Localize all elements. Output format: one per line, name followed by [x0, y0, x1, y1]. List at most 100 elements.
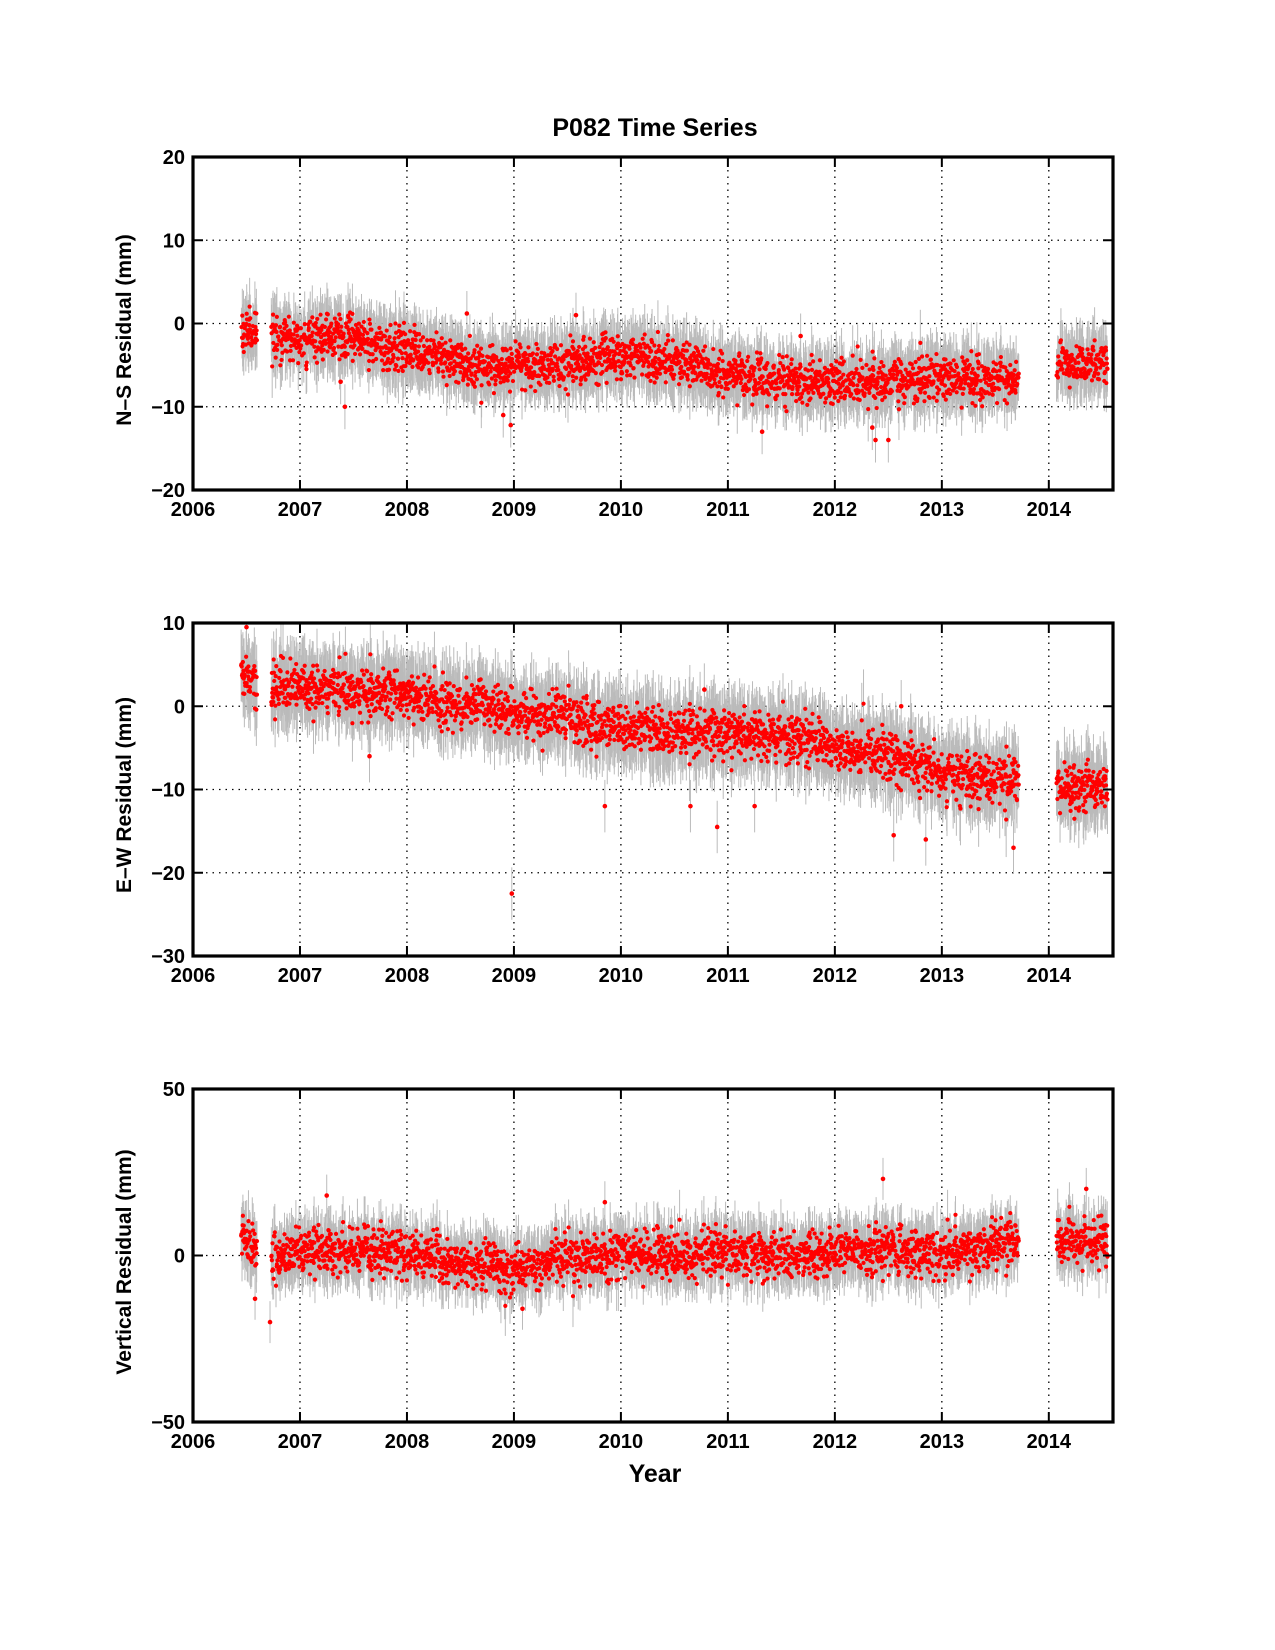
ns-data-point [346, 327, 351, 332]
ns-data-point [665, 333, 670, 338]
ns-data-point [327, 330, 332, 335]
ns-data-point [254, 338, 260, 343]
ns-data-point [336, 344, 341, 349]
ns-data-point [359, 324, 364, 329]
ns-data-point [765, 404, 770, 409]
ns-data-point [1104, 361, 1110, 366]
ns-data-point [738, 380, 743, 386]
ns-residual-panel: 2006 2007 2008 2009 2010 2011 2012 2013 2014 −20 −… [151, 147, 1115, 521]
ns-data-point [412, 347, 417, 352]
ns-data-point [399, 351, 405, 356]
ns-data-point [855, 383, 860, 388]
ns-data-point [1081, 355, 1086, 360]
ns-data-point [403, 332, 408, 337]
ns-data-point [771, 363, 776, 368]
ns-data-point [954, 364, 960, 370]
ns-data-point [985, 366, 991, 372]
ns-data-point [809, 352, 814, 358]
ns-data-point [348, 317, 353, 322]
ns-data-point [775, 393, 780, 398]
ns-data-point [248, 316, 253, 321]
ns-data-point [717, 356, 722, 361]
ns-data-point [403, 363, 408, 369]
ns-data-point [578, 382, 583, 387]
ns-data-point [1003, 365, 1008, 370]
ns-data-point [422, 353, 427, 358]
ns-data-point [377, 325, 382, 331]
ns-data-point [1059, 361, 1064, 366]
ns-data-point [302, 322, 307, 327]
ns-data-point [936, 387, 942, 392]
ns-data-point [452, 369, 458, 374]
ns-data-point [870, 349, 875, 354]
ns-data-point [436, 366, 441, 371]
ns-data-point [1058, 338, 1064, 343]
ns-data-point [834, 359, 839, 364]
ns-data-point [899, 361, 904, 367]
ns-data-point [807, 362, 813, 367]
ns-data-point [797, 384, 802, 389]
ns-data-point [479, 383, 484, 388]
ns-data-point [1103, 348, 1109, 353]
ns-data-point [456, 342, 461, 347]
ns-data-point [472, 348, 477, 353]
ns-data-point [360, 346, 365, 351]
ns-data-point [571, 346, 576, 351]
ns-data-point [735, 403, 740, 408]
ns-data-point [418, 338, 423, 343]
ns-data-point [329, 341, 334, 346]
ns-data-point [902, 401, 907, 406]
ns-data-point [618, 377, 624, 382]
ns-data-point [881, 363, 886, 369]
ns-data-point [823, 400, 828, 405]
ns-data-point [393, 321, 398, 326]
ns-data-point [315, 316, 320, 322]
ns-data-point [545, 357, 550, 362]
ns-data-point [312, 344, 317, 349]
ns-data-point [772, 371, 777, 376]
ns-data-point [550, 366, 555, 371]
ns-data-point [1096, 377, 1102, 382]
ns-data-point [1089, 378, 1095, 383]
ns-data-point [652, 343, 657, 348]
ns-data-point [526, 345, 531, 350]
ns-data-point [396, 368, 401, 373]
ns-data-point [534, 341, 539, 347]
ns-x-tick-label: 2009 [492, 499, 537, 521]
ns-data-point [685, 372, 690, 378]
ns-data-point [1067, 385, 1072, 390]
ns-data-point [623, 350, 629, 356]
ns-data-point [410, 364, 415, 369]
ns-data-point [874, 386, 880, 391]
ns-y-tick-label: −10 [151, 397, 185, 419]
ns-data-point [640, 372, 645, 377]
ns-data-point [670, 338, 675, 343]
ns-data-point [867, 390, 872, 396]
ns-data-point [864, 362, 869, 368]
ns-data-point [780, 378, 785, 383]
ns-data-point [892, 359, 897, 364]
ns-data-points [239, 304, 1110, 443]
ns-data-point [408, 352, 413, 357]
ns-data-point [965, 358, 970, 363]
ns-data-point [816, 378, 821, 384]
ns-data-point [254, 328, 259, 333]
ns-data-point [350, 358, 355, 363]
ns-data-point [613, 368, 618, 373]
ns-data-point [581, 363, 586, 368]
ns-data-point [583, 344, 588, 349]
ns-data-point [323, 338, 328, 343]
ns-data-point [245, 336, 250, 341]
ns-data-point [468, 356, 473, 361]
ns-data-point [1016, 375, 1021, 380]
ns-data-point [513, 339, 518, 344]
ns-data-point [960, 355, 965, 360]
ns-data-point [509, 356, 515, 362]
ns-data-point [413, 343, 418, 349]
ns-data-point [603, 330, 608, 335]
ns-data-point [323, 341, 328, 346]
ns-data-point [388, 322, 393, 328]
ns-data-point [274, 314, 279, 319]
ns-data-point [333, 335, 338, 340]
ns-data-point [874, 405, 879, 411]
